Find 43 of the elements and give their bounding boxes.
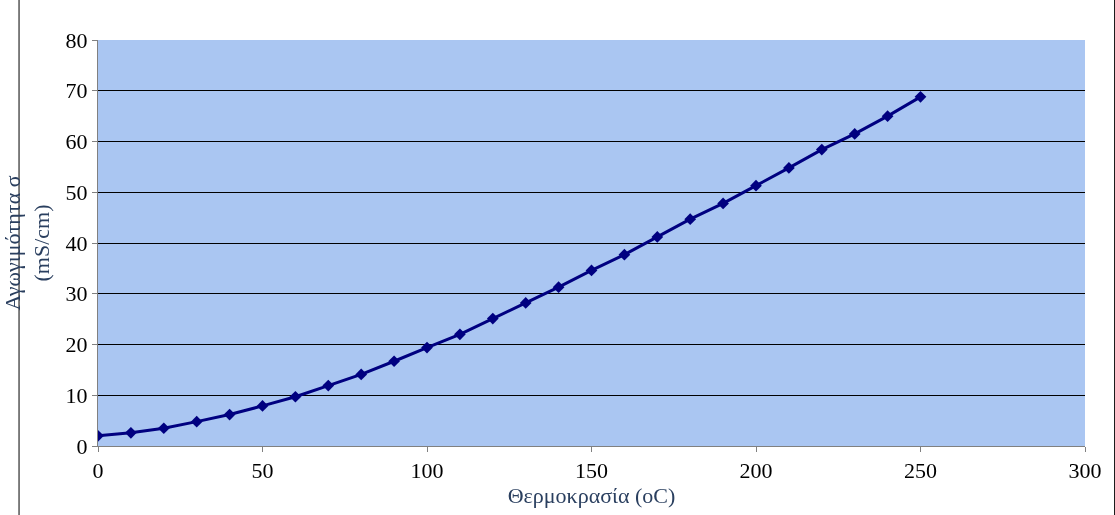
point	[519, 297, 532, 309]
point	[421, 341, 433, 354]
y-tick-label: 10	[65, 382, 88, 408]
y-tick-label: 20	[65, 332, 88, 358]
x-tick-label: 150	[575, 458, 608, 484]
point	[388, 355, 400, 368]
point	[585, 264, 598, 277]
point	[454, 328, 466, 341]
x-axis-title: Θερμοκρασία (oC)	[507, 483, 676, 509]
x-tick-label: 0	[92, 458, 104, 484]
point	[486, 312, 499, 325]
point	[157, 422, 170, 435]
x-tick-label: 300	[1068, 458, 1102, 484]
point	[223, 408, 236, 421]
point	[684, 213, 697, 225]
point	[717, 197, 729, 210]
y-tick-label: 40	[65, 230, 88, 256]
point	[125, 426, 137, 439]
y-tick-label: 0	[76, 433, 88, 459]
x-tick-label: 50	[251, 458, 274, 484]
point	[256, 400, 269, 412]
point	[355, 368, 368, 381]
point	[651, 231, 664, 243]
point	[552, 281, 565, 293]
point	[783, 162, 795, 174]
point	[815, 143, 828, 156]
y-axis-title: Αγωγιμότητα σ (mS/cm)	[0, 175, 54, 311]
y-tick-label: 30	[65, 281, 88, 307]
y-tick-label: 80	[65, 27, 88, 53]
point	[881, 110, 894, 122]
point	[914, 90, 927, 103]
x-tick-label: 250	[904, 458, 937, 484]
y-tick-label: 70	[65, 78, 88, 104]
y-tick-label: 50	[65, 179, 88, 205]
point	[618, 248, 631, 261]
point	[190, 415, 203, 428]
point	[750, 179, 762, 192]
x-tick-label: 200	[739, 458, 773, 484]
point	[848, 128, 861, 140]
y-tick-label: 60	[65, 129, 88, 155]
x-tick-label: 100	[410, 458, 444, 484]
point	[289, 390, 302, 403]
point	[322, 379, 335, 392]
